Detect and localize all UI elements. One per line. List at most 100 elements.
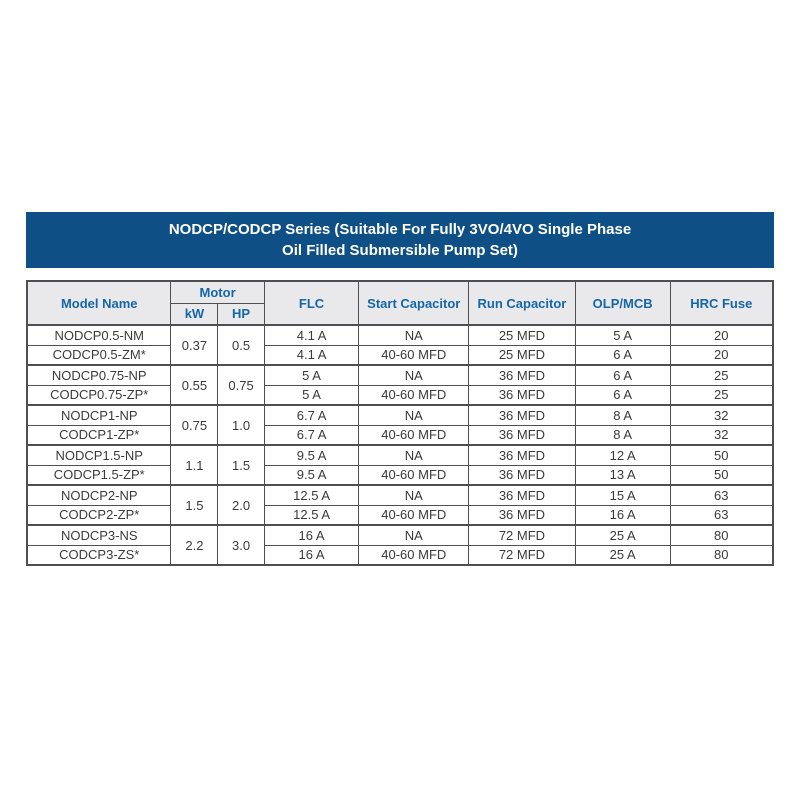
cell-flc: 9.5 A <box>263 464 360 486</box>
cell-model-name: NODCP2-NP <box>26 484 172 506</box>
cell-olp-mcb: 25 A <box>574 524 671 546</box>
cell-motor-hp: 1.0 <box>217 404 265 446</box>
table-row: CODCP1.5-ZP* 9.5 A 40-60 MFD 36 MFD 13 A 50 <box>26 464 774 486</box>
cell-run-capacitor: 36 MFD <box>468 464 576 486</box>
col-header-hp: HP <box>217 302 265 326</box>
cell-model-name: NODCP1-NP <box>26 404 172 426</box>
col-header-kw: kW <box>170 302 219 326</box>
cell-run-capacitor: 36 MFD <box>468 424 576 446</box>
cell-flc: 4.1 A <box>263 344 360 366</box>
cell-run-capacitor: 36 MFD <box>468 504 576 526</box>
col-header-hrc-fuse: HRC Fuse <box>669 280 774 326</box>
col-header-motor: Motor <box>170 280 265 304</box>
table-row: NODCP2-NP 1.5 2.0 12.5 A NA 36 MFD 15 A 63 <box>26 484 774 526</box>
cell-olp-mcb: 12 A <box>574 444 671 466</box>
cell-olp-mcb: 6 A <box>574 344 671 366</box>
cell-run-capacitor: 36 MFD <box>468 364 576 386</box>
cell-motor-kw: 2.2 <box>170 524 219 566</box>
cell-model-name: CODCP0.5-ZM* <box>26 344 172 366</box>
cell-motor-hp: 0.75 <box>217 364 265 406</box>
cell-flc: 16 A <box>263 524 360 546</box>
cell-olp-mcb: 25 A <box>574 544 671 566</box>
cell-start-capacitor: 40-60 MFD <box>358 464 470 486</box>
cell-model-name: CODCP2-ZP* <box>26 504 172 526</box>
header-row-1: Model Name Motor FLC Start Capacitor Run… <box>26 280 774 326</box>
cell-run-capacitor: 36 MFD <box>468 484 576 506</box>
cell-hrc-fuse: 80 <box>669 544 774 566</box>
table-row: CODCP3-ZS* 16 A 40-60 MFD 72 MFD 25 A 80 <box>26 544 774 566</box>
cell-run-capacitor: 36 MFD <box>468 384 576 406</box>
cell-hrc-fuse: 25 <box>669 384 774 406</box>
cell-motor-kw: 1.5 <box>170 484 219 526</box>
cell-start-capacitor: NA <box>358 484 470 506</box>
cell-hrc-fuse: 32 <box>669 424 774 446</box>
cell-olp-mcb: 6 A <box>574 364 671 386</box>
cell-start-capacitor: NA <box>358 524 470 546</box>
cell-run-capacitor: 36 MFD <box>468 404 576 426</box>
cell-flc: 6.7 A <box>263 424 360 446</box>
cell-run-capacitor: 72 MFD <box>468 544 576 566</box>
cell-hrc-fuse: 32 <box>669 404 774 426</box>
cell-flc: 5 A <box>263 384 360 406</box>
cell-hrc-fuse: 50 <box>669 444 774 466</box>
col-header-start-capacitor: Start Capacitor <box>358 280 470 326</box>
col-header-run-capacitor: Run Capacitor <box>468 280 576 326</box>
cell-motor-hp: 0.5 <box>217 324 265 366</box>
cell-flc: 12.5 A <box>263 484 360 506</box>
col-header-olp-mcb: OLP/MCB <box>574 280 671 326</box>
cell-hrc-fuse: 63 <box>669 504 774 526</box>
cell-flc: 16 A <box>263 544 360 566</box>
cell-model-name: NODCP0.75-NP <box>26 364 172 386</box>
table-title-banner: NODCP/CODCP Series (Suitable For Fully 3… <box>26 212 774 268</box>
cell-olp-mcb: 13 A <box>574 464 671 486</box>
cell-hrc-fuse: 80 <box>669 524 774 546</box>
cell-olp-mcb: 6 A <box>574 384 671 406</box>
cell-flc: 9.5 A <box>263 444 360 466</box>
cell-motor-kw: 0.37 <box>170 324 219 366</box>
cell-run-capacitor: 25 MFD <box>468 344 576 366</box>
pump-spec-table: Model Name Motor FLC Start Capacitor Run… <box>26 280 774 566</box>
table-row: NODCP0.75-NP 0.55 0.75 5 A NA 36 MFD 6 A 25 <box>26 364 774 406</box>
cell-motor-hp: 3.0 <box>217 524 265 566</box>
cell-flc: 12.5 A <box>263 504 360 526</box>
cell-olp-mcb: 16 A <box>574 504 671 526</box>
cell-olp-mcb: 8 A <box>574 404 671 426</box>
cell-model-name: NODCP3-NS <box>26 524 172 546</box>
title-line2: Oil Filled Submersible Pump Set) <box>282 242 518 259</box>
cell-motor-hp: 1.5 <box>217 444 265 486</box>
title-line1: NODCP/CODCP Series (Suitable For Fully 3… <box>168 221 632 238</box>
cell-run-capacitor: 25 MFD <box>468 324 576 346</box>
cell-model-name: CODCP1.5-ZP* <box>26 464 172 486</box>
header-row-2: kW HP <box>27 302 773 326</box>
cell-run-capacitor: 72 MFD <box>468 524 576 546</box>
cell-start-capacitor: 40-60 MFD <box>358 384 470 406</box>
cell-motor-kw: 1.1 <box>170 444 219 486</box>
table-body: NODCP0.5-NM 0.37 0.5 4.1 A NA 25 MFD 5 A 20 CODC… <box>26 324 774 566</box>
table-row: NODCP1-NP 0.75 1.0 6.7 A NA 36 MFD 8 A 32 <box>26 404 774 446</box>
cell-start-capacitor: NA <box>358 364 470 386</box>
table-row: NODCP0.5-NM 0.37 0.5 4.1 A NA 25 MFD 5 A 20 <box>26 324 774 366</box>
cell-run-capacitor: 36 MFD <box>468 444 576 466</box>
cell-start-capacitor: 40-60 MFD <box>358 424 470 446</box>
cell-start-capacitor: NA <box>358 444 470 466</box>
table-row: CODCP0.5-ZM* 4.1 A 40-60 MFD 25 MFD 6 A 20 <box>26 344 774 366</box>
cell-model-name: NODCP1.5-NP <box>26 444 172 466</box>
cell-start-capacitor: NA <box>358 324 470 346</box>
table-row: NODCP1.5-NP 1.1 1.5 9.5 A NA 36 MFD 12 A 50 <box>26 444 774 486</box>
cell-hrc-fuse: 20 <box>669 324 774 346</box>
cell-hrc-fuse: 63 <box>669 484 774 506</box>
cell-start-capacitor: 40-60 MFD <box>358 544 470 566</box>
cell-start-capacitor: 40-60 MFD <box>358 504 470 526</box>
table-row: CODCP2-ZP* 12.5 A 40-60 MFD 36 MFD 16 A 63 <box>26 504 774 526</box>
col-header-model-name: Model Name <box>26 280 172 326</box>
cell-motor-hp: 2.0 <box>217 484 265 526</box>
table-header: Model Name Motor FLC Start Capacitor Run… <box>26 280 774 326</box>
cell-motor-kw: 0.75 <box>170 404 219 446</box>
cell-olp-mcb: 5 A <box>574 324 671 346</box>
table-row: NODCP3-NS 2.2 3.0 16 A NA 72 MFD 25 A 80 <box>26 524 774 566</box>
cell-model-name: CODCP1-ZP* <box>26 424 172 446</box>
cell-flc: 6.7 A <box>263 404 360 426</box>
cell-hrc-fuse: 20 <box>669 344 774 366</box>
cell-hrc-fuse: 25 <box>669 364 774 386</box>
